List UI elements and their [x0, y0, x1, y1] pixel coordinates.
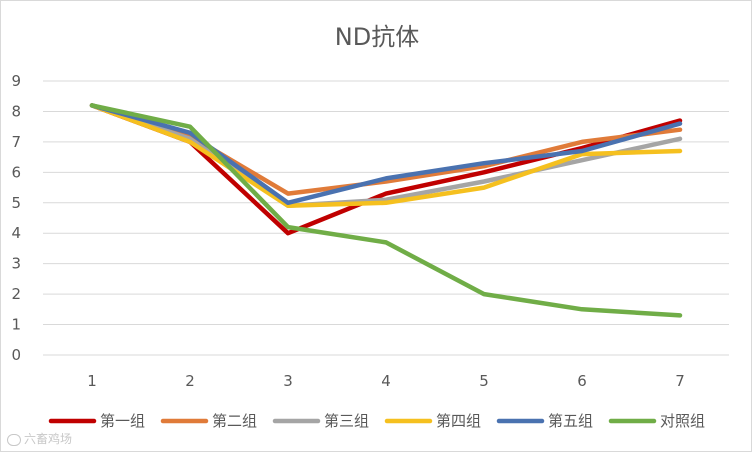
y-tick-label: 9 — [11, 72, 21, 90]
y-tick-label: 5 — [11, 194, 21, 212]
series-line-2 — [89, 103, 683, 196]
watermark: 六畜鸡场 — [7, 430, 72, 447]
series-lines — [89, 103, 683, 318]
watermark-text: 六畜鸡场 — [24, 432, 73, 446]
x-tick-label: 6 — [577, 372, 587, 390]
y-tick-label: 2 — [11, 285, 21, 303]
legend-label-6: 对照组 — [660, 412, 705, 430]
x-tick-label: 5 — [479, 372, 489, 390]
x-axis-ticks: 1 2 3 4 5 6 7 — [87, 372, 685, 390]
legend-label-1: 第一组 — [100, 412, 145, 430]
series-line-6 — [89, 103, 683, 318]
y-axis-ticks: 0 1 2 3 4 5 6 7 8 9 — [11, 72, 21, 364]
legend-label-2: 第二组 — [212, 412, 257, 430]
x-tick-label: 3 — [283, 372, 293, 390]
legend: 第一组 第二组 第三组 第四组 第五组 对照组 — [48, 412, 705, 430]
x-tick-label: 7 — [675, 372, 685, 390]
y-tick-label: 8 — [11, 102, 21, 120]
y-tick-label: 4 — [11, 224, 21, 242]
y-tick-label: 3 — [11, 255, 21, 273]
legend-label-3: 第三组 — [324, 412, 369, 430]
series-line-3 — [89, 103, 683, 209]
x-tick-label: 4 — [381, 372, 391, 390]
y-tick-label: 6 — [11, 163, 21, 181]
y-tick-label: 1 — [11, 316, 21, 334]
y-tick-label: 7 — [11, 133, 21, 151]
x-tick-label: 1 — [87, 372, 97, 390]
series-line-5 — [89, 103, 683, 206]
chart-title: ND抗体 — [335, 23, 419, 51]
camera-icon — [7, 433, 21, 446]
x-tick-label: 2 — [185, 372, 195, 390]
y-tick-label: 0 — [11, 346, 21, 364]
legend-label-4: 第四组 — [436, 412, 481, 430]
series-line-4 — [89, 103, 683, 209]
legend-label-5: 第五组 — [548, 412, 593, 430]
